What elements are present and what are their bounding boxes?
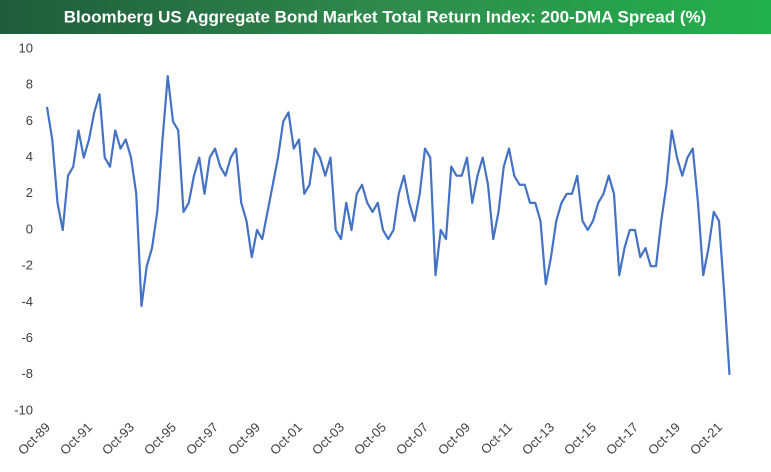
x-tick-label: Oct-97 [183, 420, 221, 458]
x-tick-label: Oct-21 [687, 420, 725, 458]
y-tick-label: 6 [26, 113, 33, 128]
data-line [45, 75, 731, 375]
x-tick-label: Oct-15 [561, 420, 599, 458]
y-tick-label: 10 [19, 40, 33, 55]
y-tick-label: -2 [21, 258, 33, 273]
title-banner [0, 0, 771, 34]
y-tick-label: 0 [26, 221, 33, 236]
y-tick-label: 2 [26, 185, 33, 200]
x-tick-label: Oct-93 [99, 420, 137, 458]
y-tick-label: -6 [21, 330, 33, 345]
x-tick-label: Oct-07 [393, 420, 431, 458]
y-tick-label: 4 [26, 149, 33, 164]
y-tick-label: -8 [21, 366, 33, 381]
y-tick-label: -4 [21, 294, 33, 309]
x-tick-label: Oct-03 [309, 420, 347, 458]
x-tick-label: Oct-09 [435, 420, 473, 458]
x-tick-label: Oct-19 [645, 420, 683, 458]
x-tick-label: Oct-05 [351, 420, 389, 458]
x-tick-label: Oct-95 [141, 420, 179, 458]
x-tick-label: Oct-89 [15, 420, 53, 458]
chart-title: Bloomberg US Aggregate Bond Market Total… [64, 7, 707, 26]
x-tick-label: Oct-91 [57, 420, 95, 458]
y-tick-label: 8 [26, 77, 33, 92]
x-tick-label: Oct-01 [267, 420, 305, 458]
x-tick-label: Oct-13 [519, 420, 557, 458]
y-tick-label: -10 [14, 402, 33, 417]
x-tick-label: Oct-99 [225, 420, 263, 458]
x-tick-label: Oct-11 [478, 420, 516, 458]
x-tick-label: Oct-17 [603, 420, 641, 458]
